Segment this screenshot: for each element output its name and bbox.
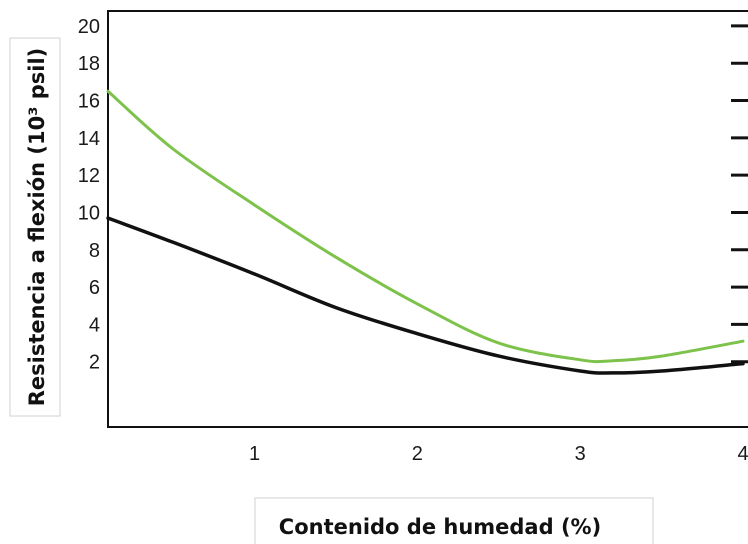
right-axis-tick-marks <box>731 24 748 364</box>
x-tick-label: 4 <box>737 443 748 465</box>
x-tick-label: 1 <box>249 443 260 465</box>
y-tick-label: 18 <box>78 53 100 75</box>
y-tick-label: 10 <box>78 202 100 224</box>
y-tick-label: 14 <box>78 128 100 150</box>
series-line-green <box>106 89 745 364</box>
plot-area <box>107 10 748 428</box>
y-axis-ticks: 2 4 6 8 10 12 14 16 18 20 <box>78 16 100 374</box>
x-axis-ticks: 1 2 3 4 <box>249 443 748 465</box>
x-tick-label: 3 <box>575 443 586 465</box>
y-tick-label: 2 <box>89 352 100 374</box>
series-line-black <box>106 216 745 375</box>
y-tick-label: 20 <box>78 16 100 38</box>
y-tick-label: 8 <box>89 240 100 262</box>
x-tick-label: 2 <box>412 443 423 465</box>
x-axis-title-box <box>254 497 654 544</box>
y-tick-label: 12 <box>78 165 100 187</box>
x-axis-title: Contenido de humedad (%) <box>279 515 601 539</box>
y-axis-title: Resistencia a flexión (10³ psil) <box>25 48 49 407</box>
y-tick-label: 16 <box>78 91 100 113</box>
y-tick-label: 4 <box>89 314 100 336</box>
y-tick-label: 6 <box>89 277 100 299</box>
y-axis-title-box <box>9 37 61 417</box>
series-layer <box>106 89 745 375</box>
